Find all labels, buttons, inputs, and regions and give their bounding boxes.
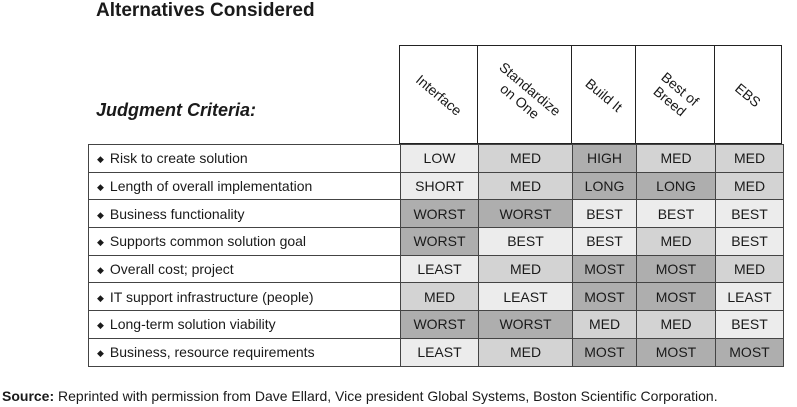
rating-cell: BEST	[715, 227, 784, 256]
header-label: Build It	[581, 74, 626, 115]
rating-cell: MOST	[572, 337, 637, 367]
rating-cell: WORST	[478, 310, 573, 339]
criterion-cell: ◆ Supports common solution goal	[88, 227, 401, 256]
criterion-label: Business, resource requirements	[109, 344, 315, 361]
criterion-label: Supports common solution goal	[109, 233, 307, 250]
source-note: Source: Reprinted with permission from D…	[2, 388, 718, 405]
table-row: ◆ Overall cost; project LEAST MED MOST MOST ME…	[88, 254, 784, 284]
rating-cell: MED	[715, 254, 784, 284]
criterion-cell: ◆ Business, resource requirements	[88, 337, 401, 367]
table-row: ◆ IT support infrastructure (people) MED LE…	[88, 282, 784, 312]
rating-cell: MED	[478, 254, 573, 284]
rating-cell: MED	[400, 282, 479, 312]
rating-cell: WORST	[478, 199, 573, 229]
source-text: Reprinted with permission from Dave Ella…	[54, 388, 718, 404]
rating-cell: BEST	[572, 227, 637, 256]
table-row: ◆ Business functionality WORST WORST BEST BES…	[88, 199, 784, 229]
judgment-criteria-heading: Judgment Criteria:	[96, 100, 257, 120]
bullet-icon: ◆	[97, 292, 104, 303]
rating-cell: MED	[636, 310, 716, 339]
rating-cell: MED	[478, 144, 573, 173]
alternatives-header-row: Interface Standardize on One Build It Bes…	[399, 45, 782, 144]
header-ebs: EBS	[714, 45, 782, 144]
bullet-icon: ◆	[97, 209, 104, 220]
rating-cell: WORST	[400, 199, 479, 229]
rating-cell: BEST	[636, 199, 716, 229]
criterion-cell: ◆ Business functionality	[88, 199, 401, 229]
bullet-icon: ◆	[97, 182, 104, 193]
rating-cell: MOST	[572, 254, 637, 284]
rating-cell: MOST	[715, 337, 784, 367]
table-row: ◆ Length of overall implementation SHORT ME…	[88, 171, 784, 201]
rating-cell: MED	[636, 227, 716, 256]
criterion-label: Length of overall implementation	[109, 178, 313, 195]
header-label: EBS	[732, 79, 764, 110]
criterion-label: Long-term solution viability	[109, 316, 276, 333]
criterion-cell: ◆ Risk to create solution	[88, 144, 401, 173]
rating-cell: LEAST	[400, 337, 479, 367]
table-row: ◆ Risk to create solution LOW MED HIGH MED MED	[88, 144, 784, 173]
bullet-icon: ◆	[97, 320, 104, 331]
criterion-label: IT support infrastructure (people)	[109, 288, 314, 305]
header-build-it: Build It	[571, 45, 635, 144]
bullet-icon: ◆	[97, 154, 104, 165]
rating-cell: WORST	[400, 310, 479, 339]
bullet-icon: ◆	[97, 348, 104, 359]
rating-cell: MOST	[636, 282, 716, 312]
criterion-label: Risk to create solution	[109, 150, 248, 167]
header-standardize-on-one: Standardize on One	[477, 45, 571, 144]
table-row: ◆ Business, resource requirements LEAST MED…	[88, 337, 784, 367]
rating-cell: HIGH	[572, 144, 637, 173]
rating-cell: MOST	[572, 282, 637, 312]
rating-cell: LONG	[572, 171, 637, 201]
criterion-label: Overall cost; project	[109, 261, 234, 278]
rating-cell: MED	[715, 144, 784, 173]
header-label: Interface	[412, 70, 465, 119]
bullet-icon: ◆	[97, 265, 104, 276]
table-row: ◆ Supports common solution goal WORST BEST B…	[88, 227, 784, 256]
rating-cell: BEST	[715, 310, 784, 339]
rating-cell: LEAST	[400, 254, 479, 284]
header-best-of-breed: Best of Breed	[635, 45, 714, 144]
rating-cell: MED	[636, 144, 716, 173]
criteria-table: ◆ Risk to create solution LOW MED HIGH MED MED…	[88, 144, 784, 367]
criterion-label: Business functionality	[109, 205, 245, 222]
bullet-icon: ◆	[97, 237, 104, 248]
rating-cell: LOW	[400, 144, 479, 173]
rating-cell: BEST	[715, 199, 784, 229]
rating-cell: LEAST	[715, 282, 784, 312]
table-row: ◆ Long-term solution viability WORST WORST M…	[88, 310, 784, 339]
rating-cell: BEST	[478, 227, 573, 256]
rating-cell: BEST	[572, 199, 637, 229]
criterion-cell: ◆ Length of overall implementation	[88, 171, 401, 201]
criterion-cell: ◆ Long-term solution viability	[88, 310, 401, 339]
rating-cell: LONG	[636, 171, 716, 201]
rating-cell: MED	[572, 310, 637, 339]
rating-cell: MED	[478, 337, 573, 367]
rating-cell: LEAST	[478, 282, 573, 312]
rating-cell: MED	[478, 171, 573, 201]
rating-cell: MOST	[636, 337, 716, 367]
rating-cell: MED	[715, 171, 784, 201]
criterion-cell: ◆ Overall cost; project	[88, 254, 401, 284]
rating-cell: WORST	[400, 227, 479, 256]
rating-cell: SHORT	[400, 171, 479, 201]
source-label: Source:	[2, 388, 55, 404]
page-title: Alternatives Considered	[96, 0, 315, 21]
rating-cell: MOST	[636, 254, 716, 284]
header-interface: Interface	[399, 45, 477, 144]
criterion-cell: ◆ IT support infrastructure (people)	[88, 282, 401, 312]
